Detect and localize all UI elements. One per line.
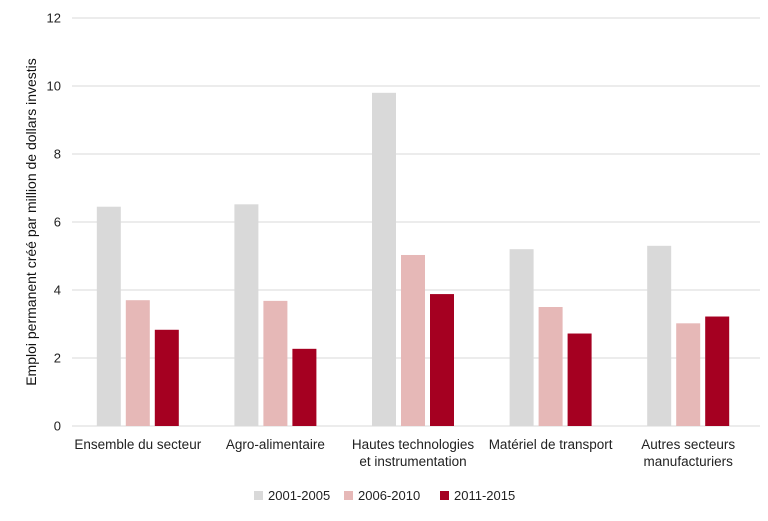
x-category-label: Agro-alimentaire: [226, 437, 325, 452]
y-tick-label: 6: [54, 215, 61, 230]
x-category-label: Autres secteurs manufacturiers: [641, 437, 735, 469]
y-tick-label: 8: [54, 147, 61, 162]
y-axis-ticks: 0 2 4 6 8 10 12: [47, 11, 61, 434]
bar-2001-2005: [96, 206, 121, 426]
bar-2006-2010: [538, 307, 563, 426]
bar-2006-2010: [676, 323, 701, 426]
y-tick-label: 4: [54, 283, 61, 298]
y-tick-label: 0: [54, 419, 61, 434]
bar-2001-2005: [647, 245, 672, 426]
bar-2006-2010: [401, 254, 425, 426]
bar-2001-2005: [509, 249, 534, 426]
x-category-label: Hautes technologies et instrumentation: [352, 437, 475, 469]
legend-label: 2001-2005: [268, 488, 330, 503]
bars: [96, 92, 730, 427]
bar-2001-2005: [234, 204, 259, 426]
legend-label: 2011-2015: [454, 488, 515, 503]
bar-2011-2015: [705, 316, 730, 426]
legend: 2001-2005 2006-2010 2011-2015: [254, 488, 515, 503]
bar-2011-2015: [154, 329, 179, 426]
y-tick-label: 10: [47, 79, 61, 94]
legend-swatch: [254, 491, 263, 500]
bar-2011-2015: [567, 333, 592, 426]
x-category-label: Matériel de transport: [489, 437, 613, 452]
x-category-label: Ensemble du secteur: [74, 437, 201, 452]
bar-2006-2010: [263, 300, 288, 426]
bar-2011-2015: [292, 348, 317, 426]
bar-2006-2010: [125, 300, 150, 426]
y-tick-label: 12: [47, 11, 61, 26]
x-axis-labels: Ensemble du secteur Agro-alimentaire Haute…: [74, 437, 735, 469]
legend-swatch: [440, 491, 449, 500]
bar-2011-2015: [430, 294, 454, 426]
bar-2001-2005: [372, 92, 396, 427]
y-tick-label: 2: [54, 351, 61, 366]
legend-label: 2006-2010: [358, 488, 420, 503]
legend-swatch: [344, 491, 353, 500]
y-axis-title: Emploi permanent créé par million de dol…: [23, 58, 39, 386]
